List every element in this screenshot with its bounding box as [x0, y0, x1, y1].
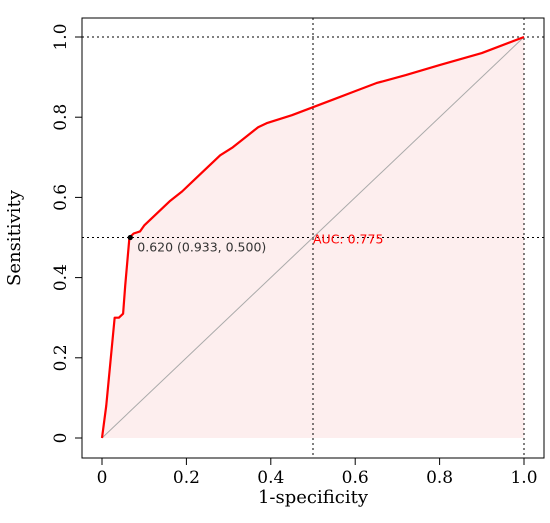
- annotation-layer: 0.620 (0.933, 0.500) AUC: 0.775: [127, 232, 383, 255]
- threshold-point: [127, 234, 133, 241]
- x-tick-label: 0: [97, 468, 108, 488]
- auc-label: AUC: 0.775: [313, 232, 383, 247]
- y-axis-title: Sensitivity: [4, 189, 25, 286]
- diagonal-reference-line: [101, 36, 525, 439]
- x-axis-ticks: 0 0.2 0.4 0.6 0.8 1.0: [97, 458, 538, 488]
- x-tick-label: 0.6: [342, 468, 369, 488]
- y-tick-label: 0: [51, 433, 71, 444]
- diagonal-layer: [101, 36, 525, 439]
- plot-frame-layer: [81, 17, 545, 459]
- y-tick-label: 0.8: [51, 104, 71, 131]
- x-tick-label: 0.4: [257, 468, 284, 488]
- x-tick-label: 0.2: [173, 468, 200, 488]
- y-axis-ticks: 0 0.2 0.4 0.6 0.8 1.0: [51, 23, 82, 443]
- roc-curve-layer: [100, 35, 525, 439]
- x-tick-label: 0.8: [426, 468, 453, 488]
- y-tick-label: 0.6: [51, 184, 71, 211]
- x-tick-label: 1.0: [510, 468, 537, 488]
- plot-frame: [81, 17, 545, 459]
- y-tick-label: 0.2: [51, 344, 71, 371]
- y-tick-label: 0.4: [51, 264, 71, 291]
- x-axis-title: 1-specificity: [258, 487, 369, 508]
- roc-curve-line: [100, 35, 525, 439]
- y-tick-label: 1.0: [51, 23, 71, 50]
- threshold-label: 0.620 (0.933, 0.500): [137, 240, 266, 255]
